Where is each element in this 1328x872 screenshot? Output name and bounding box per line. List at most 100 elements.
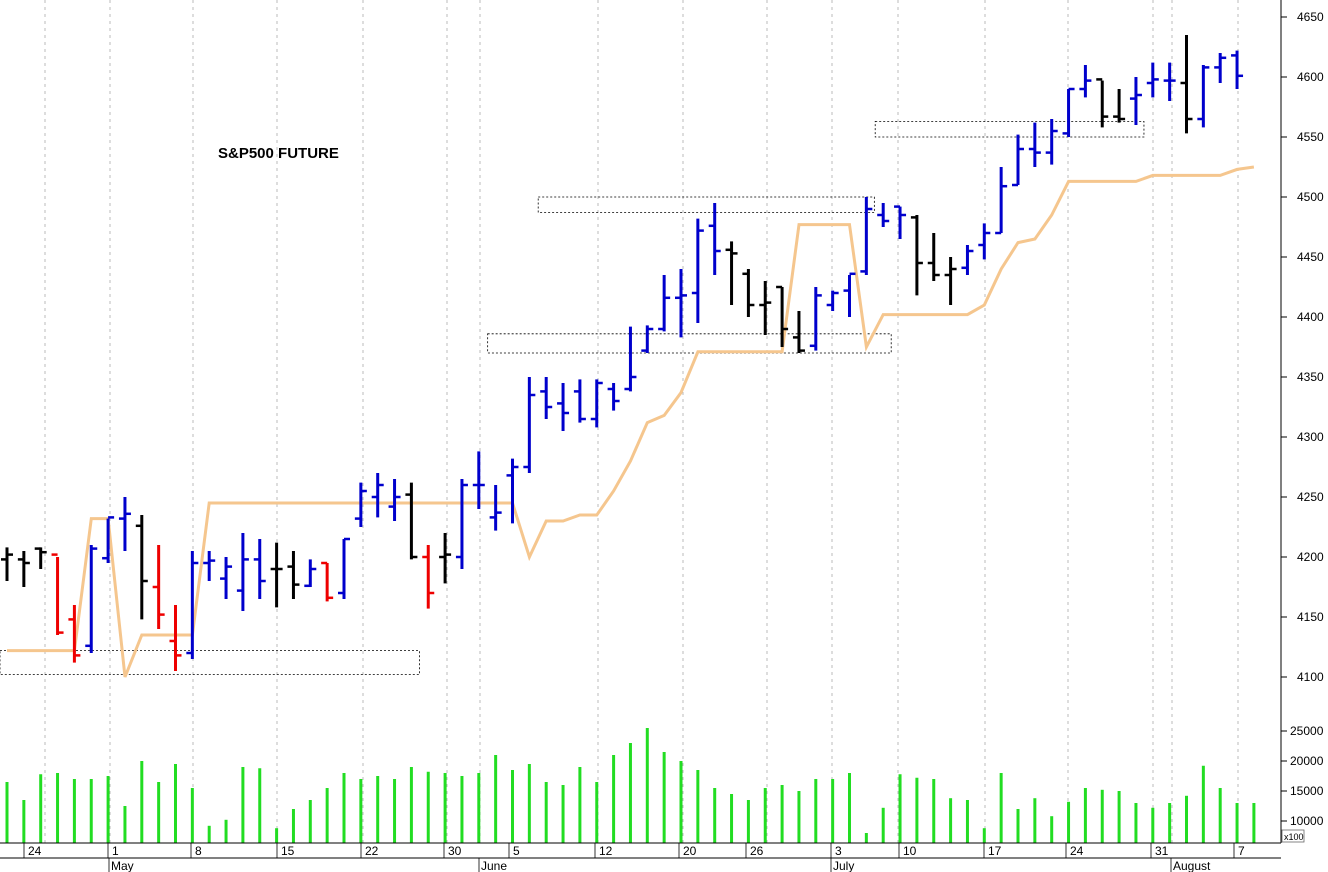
ohlc-bar	[220, 557, 233, 599]
ohlc-bar	[658, 275, 671, 332]
ohlc-bar	[287, 551, 300, 599]
ohlc-bar	[1113, 89, 1126, 123]
price-tick-label: 4300	[1297, 430, 1324, 444]
volume-multiplier-box	[1281, 829, 1305, 843]
ohlc-bar	[607, 383, 620, 411]
day-tick-label: 22	[365, 844, 379, 858]
day-tick-label: 15	[281, 844, 295, 858]
ohlc-bar	[388, 479, 401, 521]
price-tick-label: 4550	[1297, 130, 1324, 144]
ohlc-bar	[523, 377, 536, 473]
ohlc-bar	[776, 285, 789, 347]
ohlc-bar	[809, 287, 822, 351]
day-tick-label: 5	[513, 844, 520, 858]
ohlc-bar	[1079, 65, 1092, 98]
ohlc-bar	[102, 516, 115, 563]
time-axis-ticks: 24 1 8 15 22 30 5 12 20 26 3 10 17 24 31 7 May June July Au…	[23, 843, 1245, 872]
vertical-gridlines	[44, 0, 1239, 843]
day-tick-label: 10	[903, 844, 917, 858]
ohlc-bar	[489, 485, 502, 531]
day-tick-label: 20	[683, 844, 697, 858]
ohlc-bar	[995, 167, 1008, 235]
ohlc-bar	[877, 203, 890, 227]
price-tick-label: 4500	[1297, 190, 1324, 204]
ohlc-bar	[85, 545, 98, 653]
day-tick-label: 8	[195, 844, 202, 858]
ohlc-bar	[675, 269, 687, 338]
price-tick-label: 4150	[1297, 610, 1324, 624]
ohlc-bar	[573, 379, 586, 423]
ohlc-bar	[1231, 50, 1244, 89]
ohlc-bar	[978, 223, 991, 260]
volume-tick-label: 10000	[1290, 814, 1324, 828]
ohlc-bar	[51, 553, 64, 635]
ohlc-bar	[1096, 78, 1109, 128]
ohlc-bar	[1062, 87, 1075, 137]
day-tick-label: 30	[448, 844, 462, 858]
day-tick-label: 1	[112, 844, 119, 858]
ohlc-bar	[843, 272, 856, 317]
price-tick-label: 4250	[1297, 490, 1324, 504]
ohlc-bar	[860, 197, 873, 275]
ohlc-bar	[169, 605, 182, 671]
ohlc-bar	[321, 561, 334, 602]
ohlc-bar	[1180, 35, 1193, 134]
ohlc-bar	[826, 290, 839, 311]
ohlc-bar	[371, 473, 384, 518]
ohlc-bar	[894, 205, 907, 239]
ohlc-bar	[439, 533, 452, 584]
chart-title: S&P500 FUTURE	[218, 145, 339, 162]
ohlc-bar	[624, 326, 637, 392]
ohlc-bar	[118, 497, 131, 551]
month-tick-label: August	[1173, 859, 1211, 872]
ohlc-bar	[203, 551, 216, 581]
ohlc-bar	[34, 547, 47, 569]
ohlc-bar	[405, 482, 418, 560]
day-tick-label: 31	[1155, 844, 1169, 858]
ohlc-bar	[641, 325, 654, 353]
ohlc-bar	[1214, 53, 1227, 83]
zone-box	[0, 650, 420, 675]
ohlc-bar	[422, 545, 435, 609]
ohlc-bar	[1045, 119, 1058, 165]
ohlc-bar	[270, 542, 283, 608]
ohlc-bar	[759, 281, 772, 335]
ohlc-bar	[557, 383, 570, 431]
price-tick-label: 4350	[1297, 370, 1324, 384]
ohlc-bar	[68, 605, 81, 663]
ohlc-bar	[691, 218, 704, 323]
ohlc-bar	[944, 257, 957, 305]
price-tick-label: 4100	[1297, 670, 1324, 684]
volume-bars	[5, 728, 1256, 843]
ohlc-bar	[152, 545, 165, 629]
month-tick-label: May	[111, 859, 134, 872]
ohlc-bar	[1197, 65, 1210, 128]
ohlc-bar	[742, 269, 755, 317]
zone-box	[537, 196, 875, 214]
day-tick-label: 3	[835, 844, 842, 858]
ohlc-bar	[1012, 134, 1024, 187]
day-tick-label: 26	[750, 844, 764, 858]
ohlc-bar	[910, 215, 923, 296]
ohlc-bar	[1129, 77, 1142, 125]
ohlc-bar	[1146, 62, 1159, 98]
ohlc-bar	[792, 311, 805, 353]
ohlc-bar	[1163, 62, 1176, 101]
ohlc-bar	[590, 379, 603, 428]
month-tick-label: June	[481, 859, 507, 872]
month-tick-label: July	[833, 859, 854, 872]
trailing-stop-line	[7, 165, 1255, 678]
price-tick-label: 4400	[1297, 310, 1324, 324]
support-resistance-zones	[0, 121, 1145, 675]
ohlc-bar	[236, 533, 249, 611]
day-tick-label: 12	[599, 844, 613, 858]
price-axis-ticks: 4100 4150 4200 4250 4300 4350 4400 4450 4500 4550…	[1281, 10, 1324, 684]
ohlc-bar	[1028, 122, 1041, 167]
ohlc-bar	[540, 377, 553, 419]
zone-box	[487, 333, 892, 354]
price-tick-label: 4650	[1297, 10, 1324, 24]
ohlc-bar	[17, 551, 30, 587]
ohlc-bar	[338, 537, 350, 599]
ohlc-bar	[708, 203, 721, 275]
